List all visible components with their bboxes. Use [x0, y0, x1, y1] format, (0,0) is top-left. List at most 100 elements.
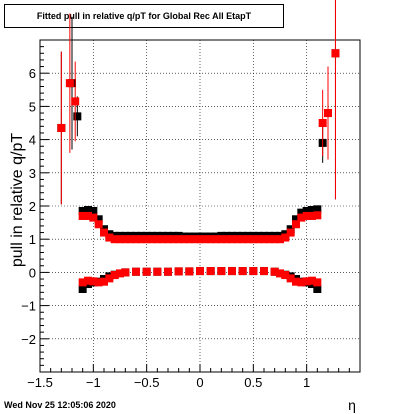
y-tick-label: −2 [21, 332, 36, 347]
x-tick-label: −0.5 [134, 375, 160, 390]
data-point [116, 269, 124, 278]
data-point [174, 267, 183, 276]
timestamp: Wed Nov 25 12:05:06 2020 [4, 400, 116, 410]
data-point [89, 206, 98, 215]
x-axis-ticks: −1.5 −1 −0.5 0 0.5 1 [27, 364, 361, 390]
data-point [84, 211, 92, 220]
data-point [196, 267, 204, 276]
data-point [153, 267, 162, 276]
data-point [260, 267, 268, 276]
series-2 [57, 0, 340, 287]
data-point [206, 267, 215, 276]
data-point [164, 267, 172, 276]
data-point [212, 235, 220, 244]
data-point [302, 211, 311, 220]
data-point [185, 267, 194, 276]
y-tick-label: 1 [29, 232, 36, 247]
data-point [270, 235, 279, 244]
data-point [297, 213, 306, 222]
data-point [254, 235, 263, 244]
series-1 [57, 0, 340, 293]
data-point [313, 285, 322, 293]
data-point [281, 271, 290, 280]
data-point [324, 109, 332, 118]
data-point [57, 123, 66, 132]
x-tick-label: 1 [303, 375, 310, 390]
data-point [302, 277, 311, 286]
data-point [190, 235, 199, 244]
data-point [84, 276, 92, 285]
data-point [292, 220, 300, 229]
data-point [89, 213, 98, 222]
data-point [302, 206, 311, 215]
data-point [249, 267, 258, 276]
data-point [153, 235, 162, 244]
data-point [126, 235, 135, 244]
data-point [286, 274, 295, 283]
data-point [313, 278, 322, 287]
data-point [281, 233, 290, 242]
data-point [132, 267, 140, 276]
grid [40, 40, 360, 372]
data-point [137, 235, 146, 244]
data-point [78, 285, 87, 293]
data-point [142, 235, 151, 244]
data-point [313, 205, 322, 214]
data-point [313, 211, 322, 220]
data-point [89, 277, 98, 286]
data-point [238, 267, 247, 276]
data-point [110, 271, 119, 280]
data-point [228, 235, 236, 244]
data-point [196, 235, 204, 244]
data-point [308, 205, 316, 214]
data-point [292, 215, 300, 224]
data-point [73, 112, 82, 121]
data-point [169, 235, 178, 244]
data-point [121, 235, 130, 244]
data-point [105, 233, 114, 242]
y-axis-label: pull in relative q/pT [9, 133, 26, 268]
data-point [158, 235, 167, 244]
data-point [100, 277, 108, 286]
data-point [286, 228, 295, 237]
data-point [116, 235, 124, 244]
data-point [94, 215, 103, 224]
x-tick-label: −1.5 [27, 375, 53, 390]
data-point [164, 235, 172, 244]
y-tick-label: 2 [29, 199, 36, 214]
y-tick-label: 6 [29, 66, 36, 81]
data-point [180, 235, 188, 244]
data-point [110, 235, 119, 244]
data-point [206, 235, 215, 244]
data-point [100, 228, 108, 237]
data-point [65, 79, 74, 88]
data-point [308, 276, 316, 285]
y-tick-label: 5 [29, 99, 36, 114]
data-point [78, 211, 87, 220]
data-point [94, 220, 103, 229]
data-point [217, 267, 226, 276]
x-tick-label: 0 [196, 375, 203, 390]
data-point [318, 119, 327, 127]
data-point [297, 208, 306, 217]
data-point [276, 269, 284, 278]
y-tick-label: 4 [29, 133, 36, 148]
data-point [84, 205, 92, 214]
x-tick-label: 0.5 [244, 375, 262, 390]
data-point [265, 235, 274, 244]
data-point [121, 268, 130, 277]
data-point [270, 267, 279, 276]
data-point [78, 278, 87, 287]
data-point [276, 235, 284, 244]
data-point [185, 235, 194, 244]
y-tick-label: −1 [21, 299, 36, 314]
data-point [249, 235, 258, 244]
data-point [228, 267, 236, 276]
data-point [238, 235, 247, 244]
data-point [308, 211, 316, 220]
data-point [331, 49, 340, 58]
y-tick-label: 0 [29, 265, 36, 280]
data-point [148, 235, 156, 244]
chart-title: Fitted pull in relative q/pT for Global … [4, 4, 284, 28]
